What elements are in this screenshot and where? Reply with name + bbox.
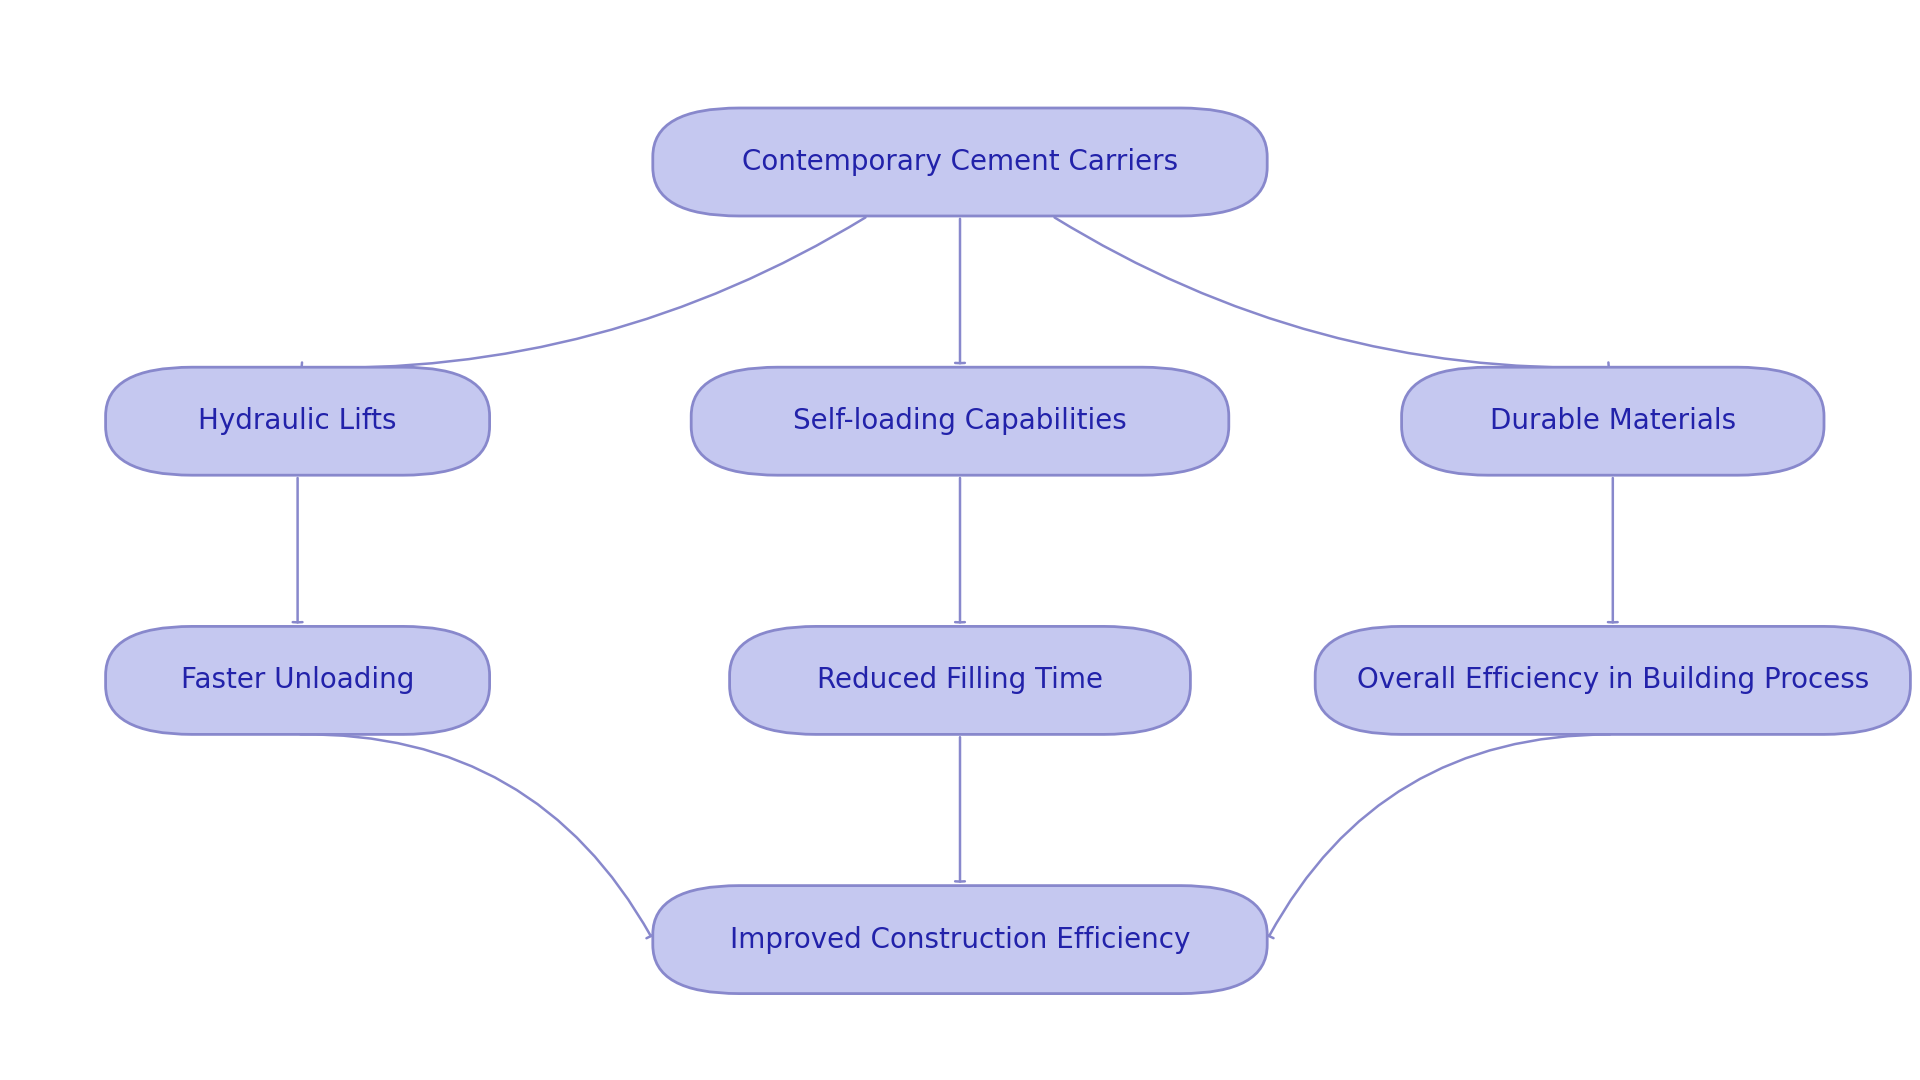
Text: Contemporary Cement Carriers: Contemporary Cement Carriers (741, 148, 1179, 176)
FancyBboxPatch shape (1402, 367, 1824, 475)
FancyBboxPatch shape (653, 108, 1267, 216)
Text: Reduced Filling Time: Reduced Filling Time (818, 666, 1102, 694)
Text: Durable Materials: Durable Materials (1490, 407, 1736, 435)
FancyBboxPatch shape (691, 367, 1229, 475)
Text: Overall Efficiency in Building Process: Overall Efficiency in Building Process (1357, 666, 1868, 694)
FancyBboxPatch shape (106, 626, 490, 734)
Text: Self-loading Capabilities: Self-loading Capabilities (793, 407, 1127, 435)
FancyBboxPatch shape (730, 626, 1190, 734)
Text: Hydraulic Lifts: Hydraulic Lifts (198, 407, 397, 435)
Text: Improved Construction Efficiency: Improved Construction Efficiency (730, 926, 1190, 954)
Text: Faster Unloading: Faster Unloading (180, 666, 415, 694)
FancyBboxPatch shape (653, 886, 1267, 994)
FancyBboxPatch shape (106, 367, 490, 475)
FancyBboxPatch shape (1315, 626, 1910, 734)
